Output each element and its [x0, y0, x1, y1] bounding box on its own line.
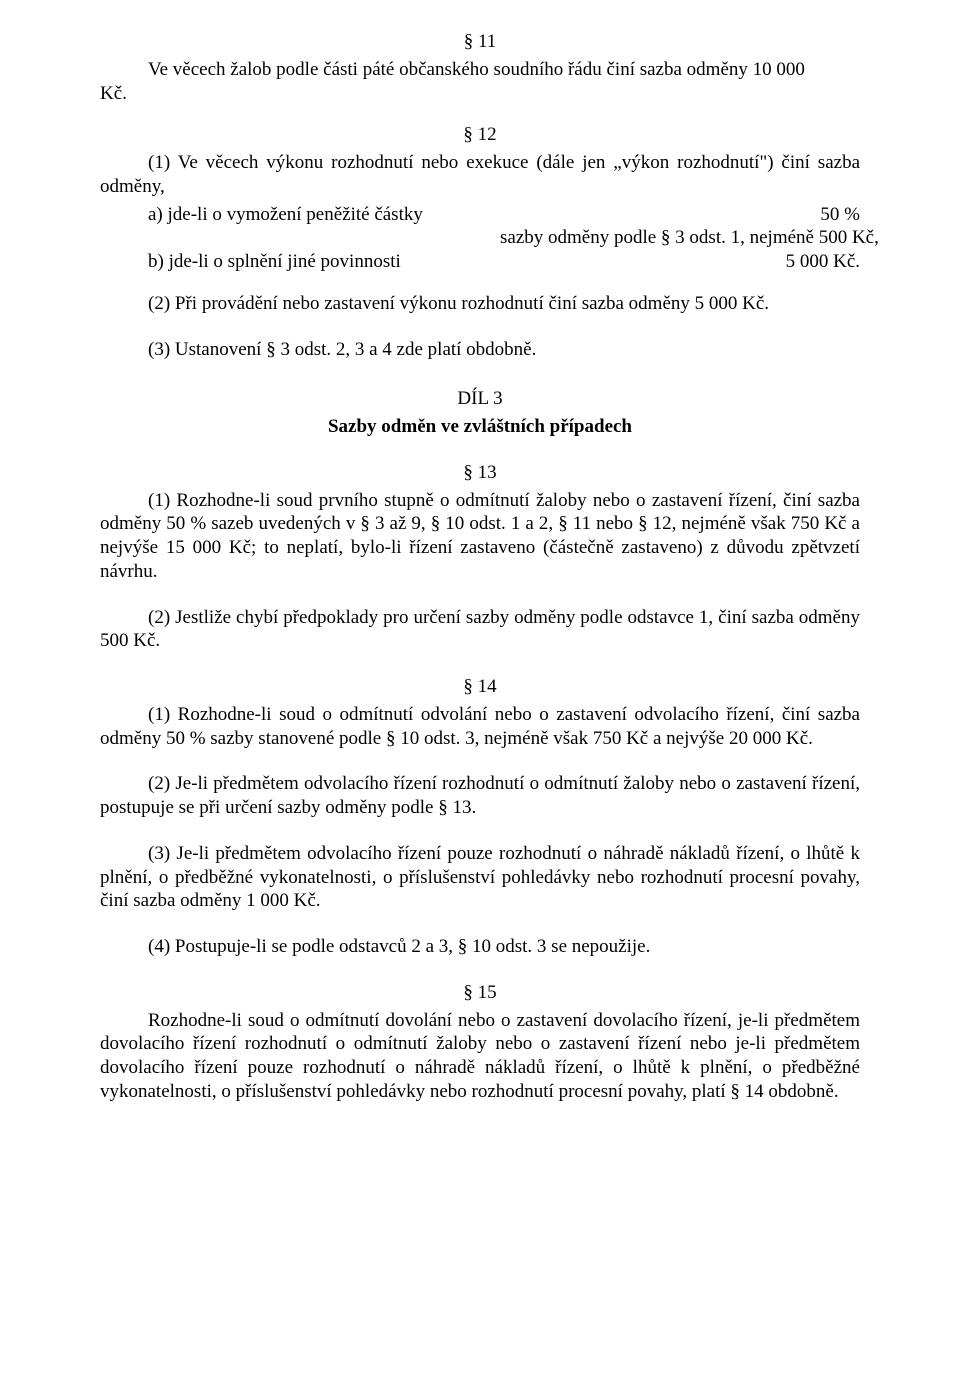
section-12-a-label: a) jde-li o vymožení peněžité částky: [100, 203, 820, 227]
page: § 11 Ve věcech žalob podle části páté ob…: [0, 0, 960, 1388]
section-14-p3: (3) Je-li předmětem odvolacího řízení po…: [100, 842, 860, 913]
section-12-p3: (3) Ustanovení § 3 odst. 2, 3 a 4 zde pl…: [100, 338, 860, 362]
section-12-item-b: b) jde-li o splnění jiné povinnosti 5 00…: [100, 250, 860, 274]
section-11-number: § 11: [100, 30, 860, 54]
dil3-title: DÍL 3: [100, 387, 860, 411]
section-14-p2: (2) Je-li předmětem odvolacího řízení ro…: [100, 772, 860, 820]
section-12-p1: (1) Ve věcech výkonu rozhodnutí nebo exe…: [100, 151, 860, 199]
section-12-item-a-sub: sazby odměny podle § 3 odst. 1, nejméně …: [100, 226, 860, 250]
section-12-number: § 12: [100, 123, 860, 147]
section-13-p2: (2) Jestliže chybí předpoklady pro určen…: [100, 606, 860, 654]
section-13-p1: (1) Rozhodne-li soud prvního stupně o od…: [100, 489, 860, 584]
section-11-body: Ve věcech žalob podle části páté občansk…: [100, 58, 860, 106]
section-12-b-label: b) jde-li o splnění jiné povinnosti: [100, 250, 786, 274]
section-11-text: Ve věcech žalob podle části páté občansk…: [100, 58, 860, 82]
section-13-number: § 13: [100, 461, 860, 485]
section-12-p2: (2) Při provádění nebo zastavení výkonu …: [100, 292, 860, 316]
section-12-item-a: a) jde-li o vymožení peněžité částky 50 …: [100, 203, 860, 227]
section-11-tail: Kč.: [100, 83, 127, 104]
section-14-number: § 14: [100, 675, 860, 699]
section-15-p1: Rozhodne-li soud o odmítnutí dovolání ne…: [100, 1009, 860, 1104]
section-12-a-value: 50 %: [820, 203, 860, 227]
section-15-number: § 15: [100, 981, 860, 1005]
section-12-a-sub-value: sazby odměny podle § 3 odst. 1, nejméně …: [500, 226, 860, 250]
section-12-b-value: 5 000 Kč.: [786, 250, 860, 274]
section-14-p4: (4) Postupuje-li se podle odstavců 2 a 3…: [100, 935, 860, 959]
dil3-subtitle: Sazby odměn ve zvláštních případech: [100, 415, 860, 439]
section-14-p1: (1) Rozhodne-li soud o odmítnutí odvolán…: [100, 703, 860, 751]
